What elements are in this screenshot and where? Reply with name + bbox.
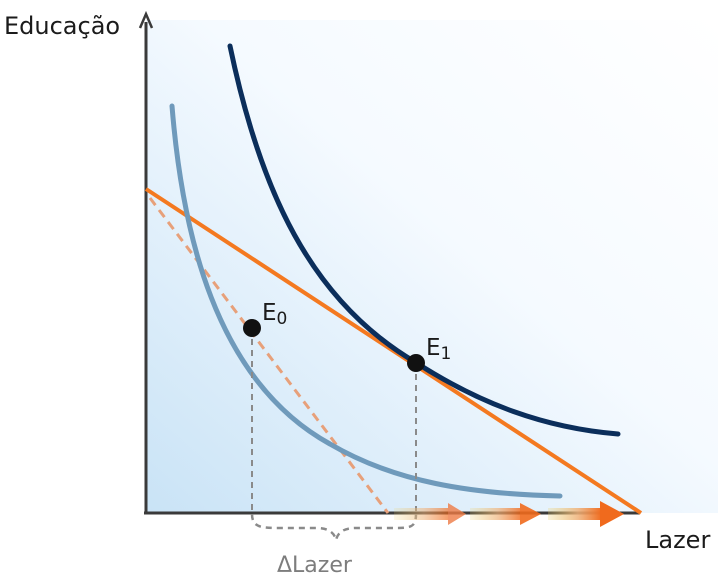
e0-label-letter: E [262, 300, 277, 326]
equilibrium-point-e0 [243, 319, 261, 337]
shift-arrow-1-head-icon [448, 503, 466, 525]
x-axis-label: Lazer [645, 526, 710, 554]
equilibrium-point-e1 [407, 354, 425, 372]
shift-arrow-1-body [394, 508, 448, 520]
y-axis-arrow-icon [138, 10, 154, 29]
e1-label-subscript: 1 [441, 344, 452, 364]
leisure-shift-arrows [394, 501, 624, 527]
original-budget-line [148, 197, 390, 514]
shift-arrow-3-body [548, 508, 602, 520]
shift-arrow-3-head-icon [600, 501, 624, 527]
shift-arrow-2-body [470, 508, 520, 520]
plot-background [146, 20, 718, 513]
e0-label: E0 [262, 300, 287, 329]
shift-arrow-2-head-icon [520, 503, 541, 525]
e1-label: E1 [426, 335, 451, 364]
delta-brace [250, 513, 418, 541]
indifference-curve-high [227, 43, 621, 437]
delta-lazer-label: ΔLazer [277, 553, 353, 577]
e1-label-letter: E [426, 335, 441, 361]
indifference-curve-low [169, 103, 563, 499]
y-axis-label: Educação [4, 12, 120, 40]
e0-label-subscript: 0 [277, 309, 288, 329]
